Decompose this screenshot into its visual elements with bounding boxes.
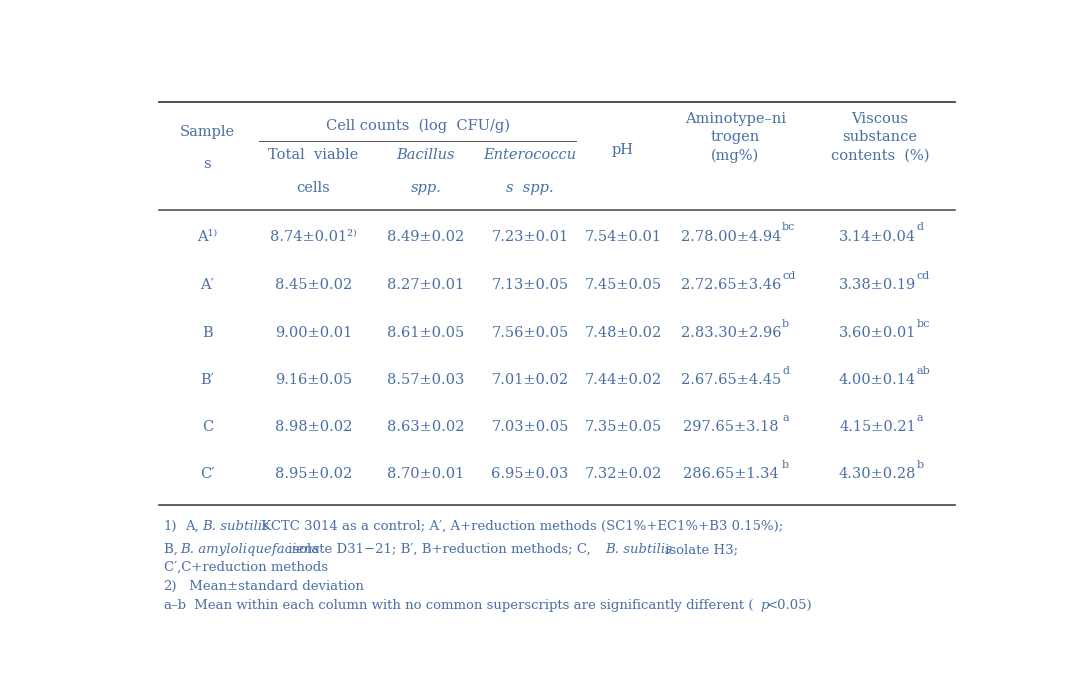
- Text: 3.60±0.01: 3.60±0.01: [838, 326, 916, 340]
- Text: KCTC 3014 as a control; A′, A+reduction methods (SC1%+EC1%+B3 0.15%);: KCTC 3014 as a control; A′, A+reduction …: [257, 520, 783, 533]
- Text: 2.78.00±4.94: 2.78.00±4.94: [682, 229, 782, 243]
- Text: pH: pH: [612, 143, 634, 158]
- Text: bc: bc: [783, 222, 796, 233]
- Text: B. subtilis: B. subtilis: [202, 520, 269, 533]
- Text: Cell counts  (log  CFU/g): Cell counts (log CFU/g): [326, 118, 510, 132]
- Text: 4.30±0.28: 4.30±0.28: [838, 468, 916, 482]
- Text: 297.65±3.18: 297.65±3.18: [684, 420, 779, 434]
- Text: b: b: [917, 460, 923, 470]
- Text: a: a: [783, 413, 789, 423]
- Text: C′: C′: [200, 468, 215, 482]
- Text: 7.01±0.02: 7.01±0.02: [491, 373, 569, 387]
- Text: 7.48±0.02: 7.48±0.02: [585, 326, 661, 340]
- Text: Total  viable

cells: Total viable cells: [269, 148, 359, 195]
- Text: 3.14±0.04: 3.14±0.04: [838, 229, 916, 243]
- Text: 2.72.65±3.46: 2.72.65±3.46: [682, 278, 782, 292]
- Text: 7.23±0.01: 7.23±0.01: [491, 229, 569, 243]
- Text: d: d: [917, 222, 923, 233]
- Text: 4.15±0.21: 4.15±0.21: [840, 420, 916, 434]
- Text: 7.13±0.05: 7.13±0.05: [491, 278, 569, 292]
- Text: C: C: [202, 420, 213, 434]
- Text: Viscous
substance
contents  (%): Viscous substance contents (%): [831, 112, 929, 162]
- Text: 7.44±0.02: 7.44±0.02: [585, 373, 661, 387]
- Text: 8.57±0.03: 8.57±0.03: [387, 373, 464, 387]
- Text: 2.67.65±4.45: 2.67.65±4.45: [682, 373, 782, 387]
- Text: B. amyloliquefaciens: B. amyloliquefaciens: [181, 543, 319, 556]
- Text: 6.95±0.03: 6.95±0.03: [491, 468, 569, 482]
- Text: 7.56±0.05: 7.56±0.05: [491, 326, 569, 340]
- Text: 7.45±0.05: 7.45±0.05: [585, 278, 661, 292]
- Text: 8.95±0.02: 8.95±0.02: [275, 468, 353, 482]
- Text: Enterococcu

s  spp.: Enterococcu s spp.: [484, 148, 576, 195]
- Text: A,: A,: [185, 520, 203, 533]
- Text: isolate H3;: isolate H3;: [661, 543, 739, 556]
- Text: 8.98±0.02: 8.98±0.02: [275, 420, 353, 434]
- Text: 8.61±0.05: 8.61±0.05: [387, 326, 464, 340]
- Text: 8.27±0.01: 8.27±0.01: [387, 278, 464, 292]
- Text: Aminotype–ni
trogen
(mg%): Aminotype–ni trogen (mg%): [685, 112, 786, 163]
- Text: 4.00±0.14: 4.00±0.14: [838, 373, 916, 387]
- Text: Mean±standard deviation: Mean±standard deviation: [185, 580, 364, 593]
- Text: B,: B,: [163, 543, 182, 556]
- Text: 7.03±0.05: 7.03±0.05: [491, 420, 569, 434]
- Text: b: b: [783, 319, 789, 329]
- Text: 8.70±0.01: 8.70±0.01: [387, 468, 464, 482]
- Text: A¹⁾: A¹⁾: [197, 229, 217, 243]
- Text: Sample

s: Sample s: [180, 125, 234, 171]
- Text: ab: ab: [917, 366, 931, 376]
- Text: <0.05): <0.05): [766, 599, 813, 612]
- Text: 9.16±0.05: 9.16±0.05: [275, 373, 352, 387]
- Text: p: p: [761, 599, 770, 612]
- Text: 1): 1): [163, 520, 177, 533]
- Text: B: B: [202, 326, 213, 340]
- Text: 3.38±0.19: 3.38±0.19: [838, 278, 916, 292]
- Text: 8.45±0.02: 8.45±0.02: [275, 278, 353, 292]
- Text: 8.49±0.02: 8.49±0.02: [387, 229, 464, 243]
- Text: bc: bc: [917, 319, 930, 329]
- Text: 286.65±1.34: 286.65±1.34: [684, 468, 779, 482]
- Text: Mean within each column with no common superscripts are significantly different : Mean within each column with no common s…: [190, 599, 754, 612]
- Text: cd: cd: [917, 270, 930, 281]
- Text: 8.74±0.01²⁾: 8.74±0.01²⁾: [270, 229, 357, 243]
- Text: C′,C+reduction methods: C′,C+reduction methods: [163, 561, 328, 574]
- Text: Bacillus

spp.: Bacillus spp.: [397, 148, 455, 195]
- Text: 7.32±0.02: 7.32±0.02: [585, 468, 661, 482]
- Text: a: a: [917, 413, 923, 423]
- Text: isolate D31−21; B′, B+reduction methods; C,: isolate D31−21; B′, B+reduction methods;…: [284, 543, 596, 556]
- Text: B′: B′: [200, 373, 214, 387]
- Text: 7.54±0.01: 7.54±0.01: [585, 229, 661, 243]
- Text: a–b: a–b: [163, 599, 187, 612]
- Text: b: b: [783, 460, 789, 470]
- Text: 2): 2): [163, 580, 177, 593]
- Text: 7.35±0.05: 7.35±0.05: [585, 420, 661, 434]
- Text: 9.00±0.01: 9.00±0.01: [275, 326, 353, 340]
- Text: B. subtilis: B. subtilis: [605, 543, 672, 556]
- Text: d: d: [783, 366, 789, 376]
- Text: 8.63±0.02: 8.63±0.02: [387, 420, 464, 434]
- Text: 2.83.30±2.96: 2.83.30±2.96: [680, 326, 782, 340]
- Text: A′: A′: [200, 278, 214, 292]
- Text: cd: cd: [783, 270, 796, 281]
